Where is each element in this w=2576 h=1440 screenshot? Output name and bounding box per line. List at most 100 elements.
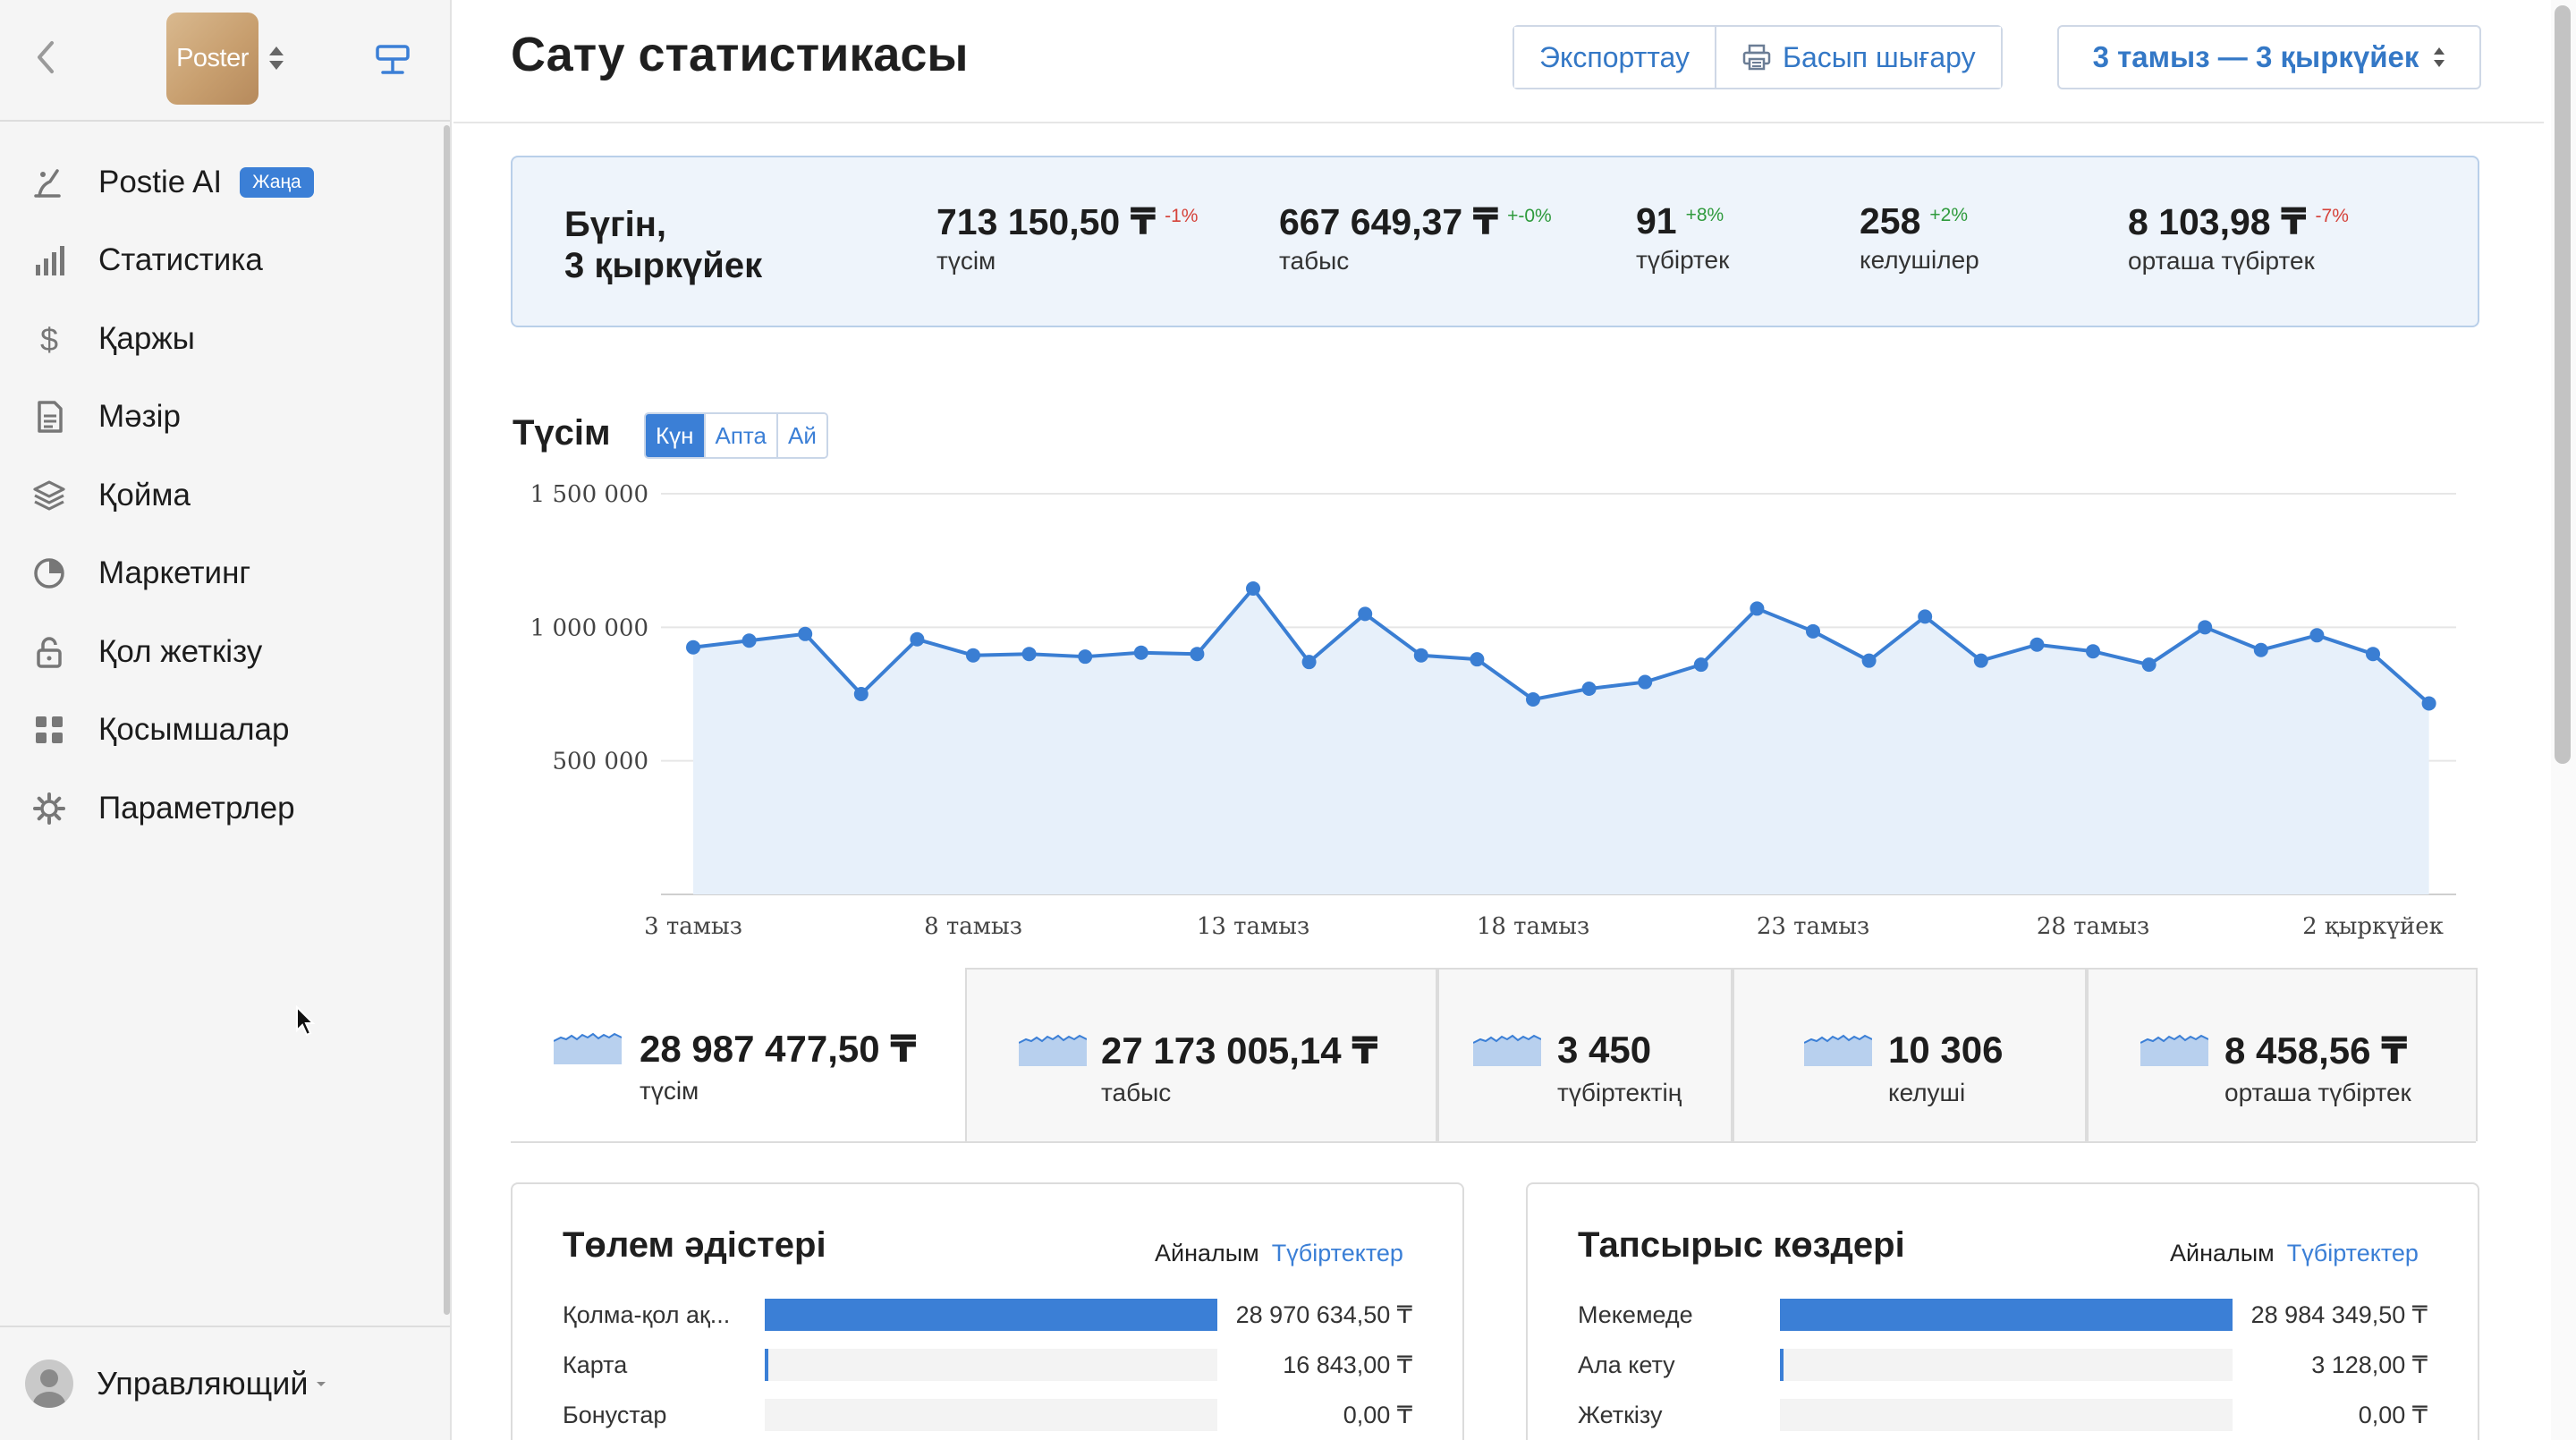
- sidebar-item-warehouse[interactable]: Қойма: [0, 456, 450, 535]
- avatar: [25, 1360, 73, 1408]
- chevron-down-icon: [317, 1382, 326, 1386]
- marketing-icon: [32, 556, 66, 590]
- total-profit[interactable]: 27 173 005,14 ₸ табыс: [965, 968, 1437, 1141]
- print-button[interactable]: Басып шығару: [1714, 27, 2001, 88]
- total-avg-receipt[interactable]: 8 458,56 ₸ орташа түбіртек: [2087, 968, 2478, 1141]
- x-tick-label: 3 тамыз: [644, 913, 742, 939]
- sidebar: Poster Postie AI Жаңа Статистика $: [0, 0, 452, 1440]
- y-tick-label: 1 000 000: [530, 614, 648, 641]
- data-point: [798, 626, 813, 641]
- tab-day[interactable]: Күн: [646, 414, 704, 457]
- data-point: [2253, 642, 2268, 657]
- row-value: 28 970 634,50 ₸: [1235, 1300, 1412, 1328]
- sidebar-item-access[interactable]: Қол жеткізу: [0, 613, 450, 691]
- payment-methods-card: Төлем әдістері Айналым Түбіртектер Қолма-…: [511, 1182, 1464, 1440]
- progress-track: [765, 1349, 1217, 1381]
- data-point: [2141, 657, 2157, 673]
- progress-fill: [765, 1299, 1217, 1331]
- sidebar-item-marketing[interactable]: Маркетинг: [0, 535, 450, 614]
- header-actions: Экспорттау Басып шығару: [1513, 25, 2003, 89]
- account-logo[interactable]: Poster: [166, 13, 258, 105]
- today-summary: Бүгін, 3 қыркүйек 713 150,50 ₸ -1% түсім …: [511, 156, 2479, 327]
- svg-text:$: $: [40, 322, 58, 356]
- total-receipts[interactable]: 3 450 түбіртектің: [1437, 968, 1733, 1141]
- stat-value: 8 103,98 ₸: [2128, 201, 2307, 242]
- export-label: Экспорттау: [1539, 40, 1690, 73]
- export-button[interactable]: Экспорттау: [1514, 27, 1715, 88]
- user-name: Управляющий: [97, 1365, 309, 1402]
- sidebar-item-postie-ai[interactable]: Postie AI Жаңа: [0, 143, 450, 222]
- data-point: [1358, 606, 1373, 622]
- tab-month[interactable]: Ай: [776, 414, 826, 457]
- mouse-cursor-icon: [296, 1005, 316, 1037]
- total-value: 27 173 005,14 ₸: [1101, 1029, 1378, 1072]
- today-label: Бүгін, 3 қыркүйек: [564, 204, 762, 286]
- sidebar-scrollbar[interactable]: [444, 125, 450, 1315]
- sidebar-item-label: Мәзір: [98, 399, 181, 435]
- data-point: [1861, 653, 1877, 668]
- gear-icon: [32, 792, 66, 826]
- sparkline-icon: [1804, 1034, 1872, 1066]
- sidebar-item-label: Маркетинг: [98, 555, 251, 591]
- sidebar-item-label: Қаржы: [98, 320, 195, 356]
- apps-icon: [32, 713, 66, 747]
- sidebar-item-settings[interactable]: Параметрлер: [0, 769, 450, 848]
- cashier-icon[interactable]: [374, 39, 411, 77]
- row-value: 16 843,00 ₸: [1283, 1351, 1412, 1378]
- back-arrow-icon[interactable]: [30, 38, 63, 77]
- sidebar-item-label: Postie AI: [98, 164, 223, 199]
- sidebar-item-finance[interactable]: $ Қаржы: [0, 300, 450, 378]
- data-point: [1526, 691, 1540, 707]
- toggle-receipts[interactable]: Түбіртектер: [2286, 1240, 2419, 1266]
- row-value: 0,00 ₸: [2358, 1401, 2428, 1428]
- progress-track: [765, 1299, 1217, 1331]
- data-point: [1470, 652, 1485, 667]
- toggle-receipts[interactable]: Түбіртектер: [1271, 1240, 1403, 1266]
- sidebar-item-apps[interactable]: Қосымшалар: [0, 691, 450, 770]
- today-stat-receipts: 91 +8% түбіртек: [1636, 200, 1729, 275]
- row-name: Ала кету: [1578, 1351, 1675, 1378]
- date-range-label: 3 тамыз — 3 қыркүйек: [2092, 40, 2419, 73]
- printer-icon: [1742, 44, 1771, 71]
- main-scrollbar-thumb[interactable]: [2555, 5, 2571, 764]
- main-scrollbar[interactable]: [2551, 0, 2576, 1440]
- data-point: [686, 640, 700, 655]
- x-tick-label: 8 тамыз: [924, 913, 1022, 939]
- total-visitors[interactable]: 10 306 келуші: [1733, 968, 2087, 1141]
- today-stat-revenue: 713 150,50 ₸ -1% түсім: [936, 200, 1198, 275]
- today-label-date: 3 қыркүйек: [564, 246, 763, 285]
- toggle-turnover[interactable]: Айналым: [2170, 1240, 2275, 1266]
- date-range-picker[interactable]: 3 тамыз — 3 қыркүйек: [2057, 25, 2481, 89]
- tab-week[interactable]: Апта: [703, 414, 777, 457]
- row-value: 3 128,00 ₸: [2311, 1351, 2428, 1378]
- data-point: [741, 633, 757, 648]
- finance-icon: $: [32, 322, 66, 356]
- sparkline-icon: [2140, 1034, 2208, 1066]
- revenue-line: [692, 587, 2430, 705]
- data-point: [853, 687, 869, 701]
- user-menu[interactable]: Управляющий: [0, 1326, 450, 1440]
- progress-fill: [1780, 1349, 1784, 1381]
- sidebar-item-statistics[interactable]: Статистика: [0, 222, 450, 301]
- list-item: Карта 16 843,00 ₸: [563, 1347, 1412, 1383]
- total-label: келуші: [1888, 1079, 1966, 1106]
- data-point: [1750, 601, 1765, 616]
- total-label: түсім: [640, 1077, 699, 1105]
- sparkline-icon: [1019, 1034, 1087, 1066]
- account-switch-icon[interactable]: [267, 43, 286, 73]
- list-item: Бонустар 0,00 ₸: [563, 1397, 1412, 1433]
- menu-icon: [32, 400, 66, 434]
- sidebar-item-label: Статистика: [98, 242, 263, 278]
- today-stat-visitors: 258 +2% келушілер: [1860, 200, 1979, 275]
- stat-delta: +8%: [1685, 205, 1724, 225]
- data-point: [1693, 657, 1708, 673]
- list-item: Қолма-қол ақ... 28 970 634,50 ₸: [563, 1297, 1412, 1333]
- stat-delta: +2%: [1929, 205, 1969, 225]
- toggle-turnover[interactable]: Айналым: [1155, 1240, 1259, 1266]
- progress-track: [1780, 1349, 2233, 1381]
- total-label: түбіртектің: [1557, 1079, 1682, 1106]
- row-name: Карта: [563, 1351, 628, 1378]
- total-revenue[interactable]: 28 987 477,50 ₸ түсім: [511, 968, 965, 1141]
- stat-delta: +-0%: [1507, 206, 1552, 226]
- sidebar-item-menu[interactable]: Мәзір: [0, 378, 450, 457]
